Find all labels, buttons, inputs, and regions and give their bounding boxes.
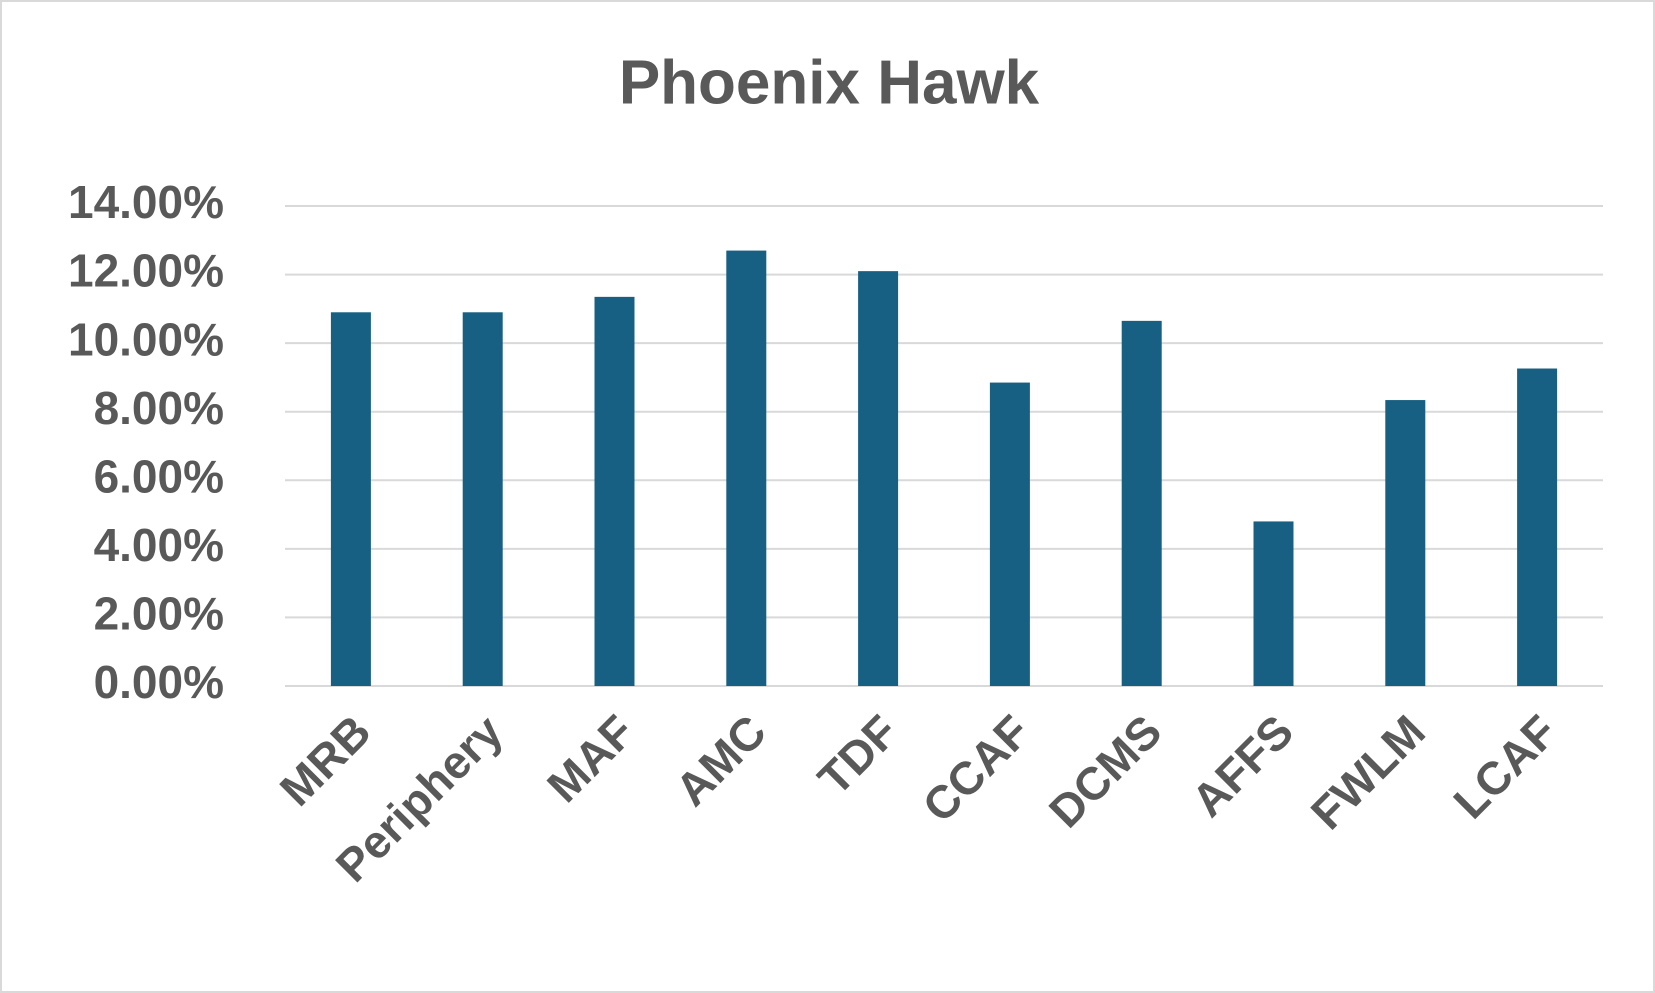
y-tick-label: 10.00% [68, 313, 224, 365]
bar [594, 296, 635, 686]
bar [1517, 368, 1558, 686]
bar [330, 312, 371, 686]
y-tick-label: 6.00% [94, 450, 224, 502]
bar [1121, 320, 1162, 686]
bar [462, 312, 503, 686]
bar [858, 271, 899, 686]
bar [989, 382, 1030, 686]
y-tick-label: 14.00% [68, 176, 224, 228]
y-tick-label: 2.00% [94, 588, 224, 640]
bar [1385, 400, 1426, 686]
y-tick-label: 0.00% [94, 656, 224, 708]
bar [726, 250, 767, 687]
chart-title: Phoenix Hawk [619, 48, 1040, 117]
y-tick-label: 12.00% [68, 245, 224, 297]
y-tick-label: 8.00% [94, 382, 224, 434]
bar [1253, 521, 1294, 686]
y-tick-label: 4.00% [94, 519, 224, 571]
